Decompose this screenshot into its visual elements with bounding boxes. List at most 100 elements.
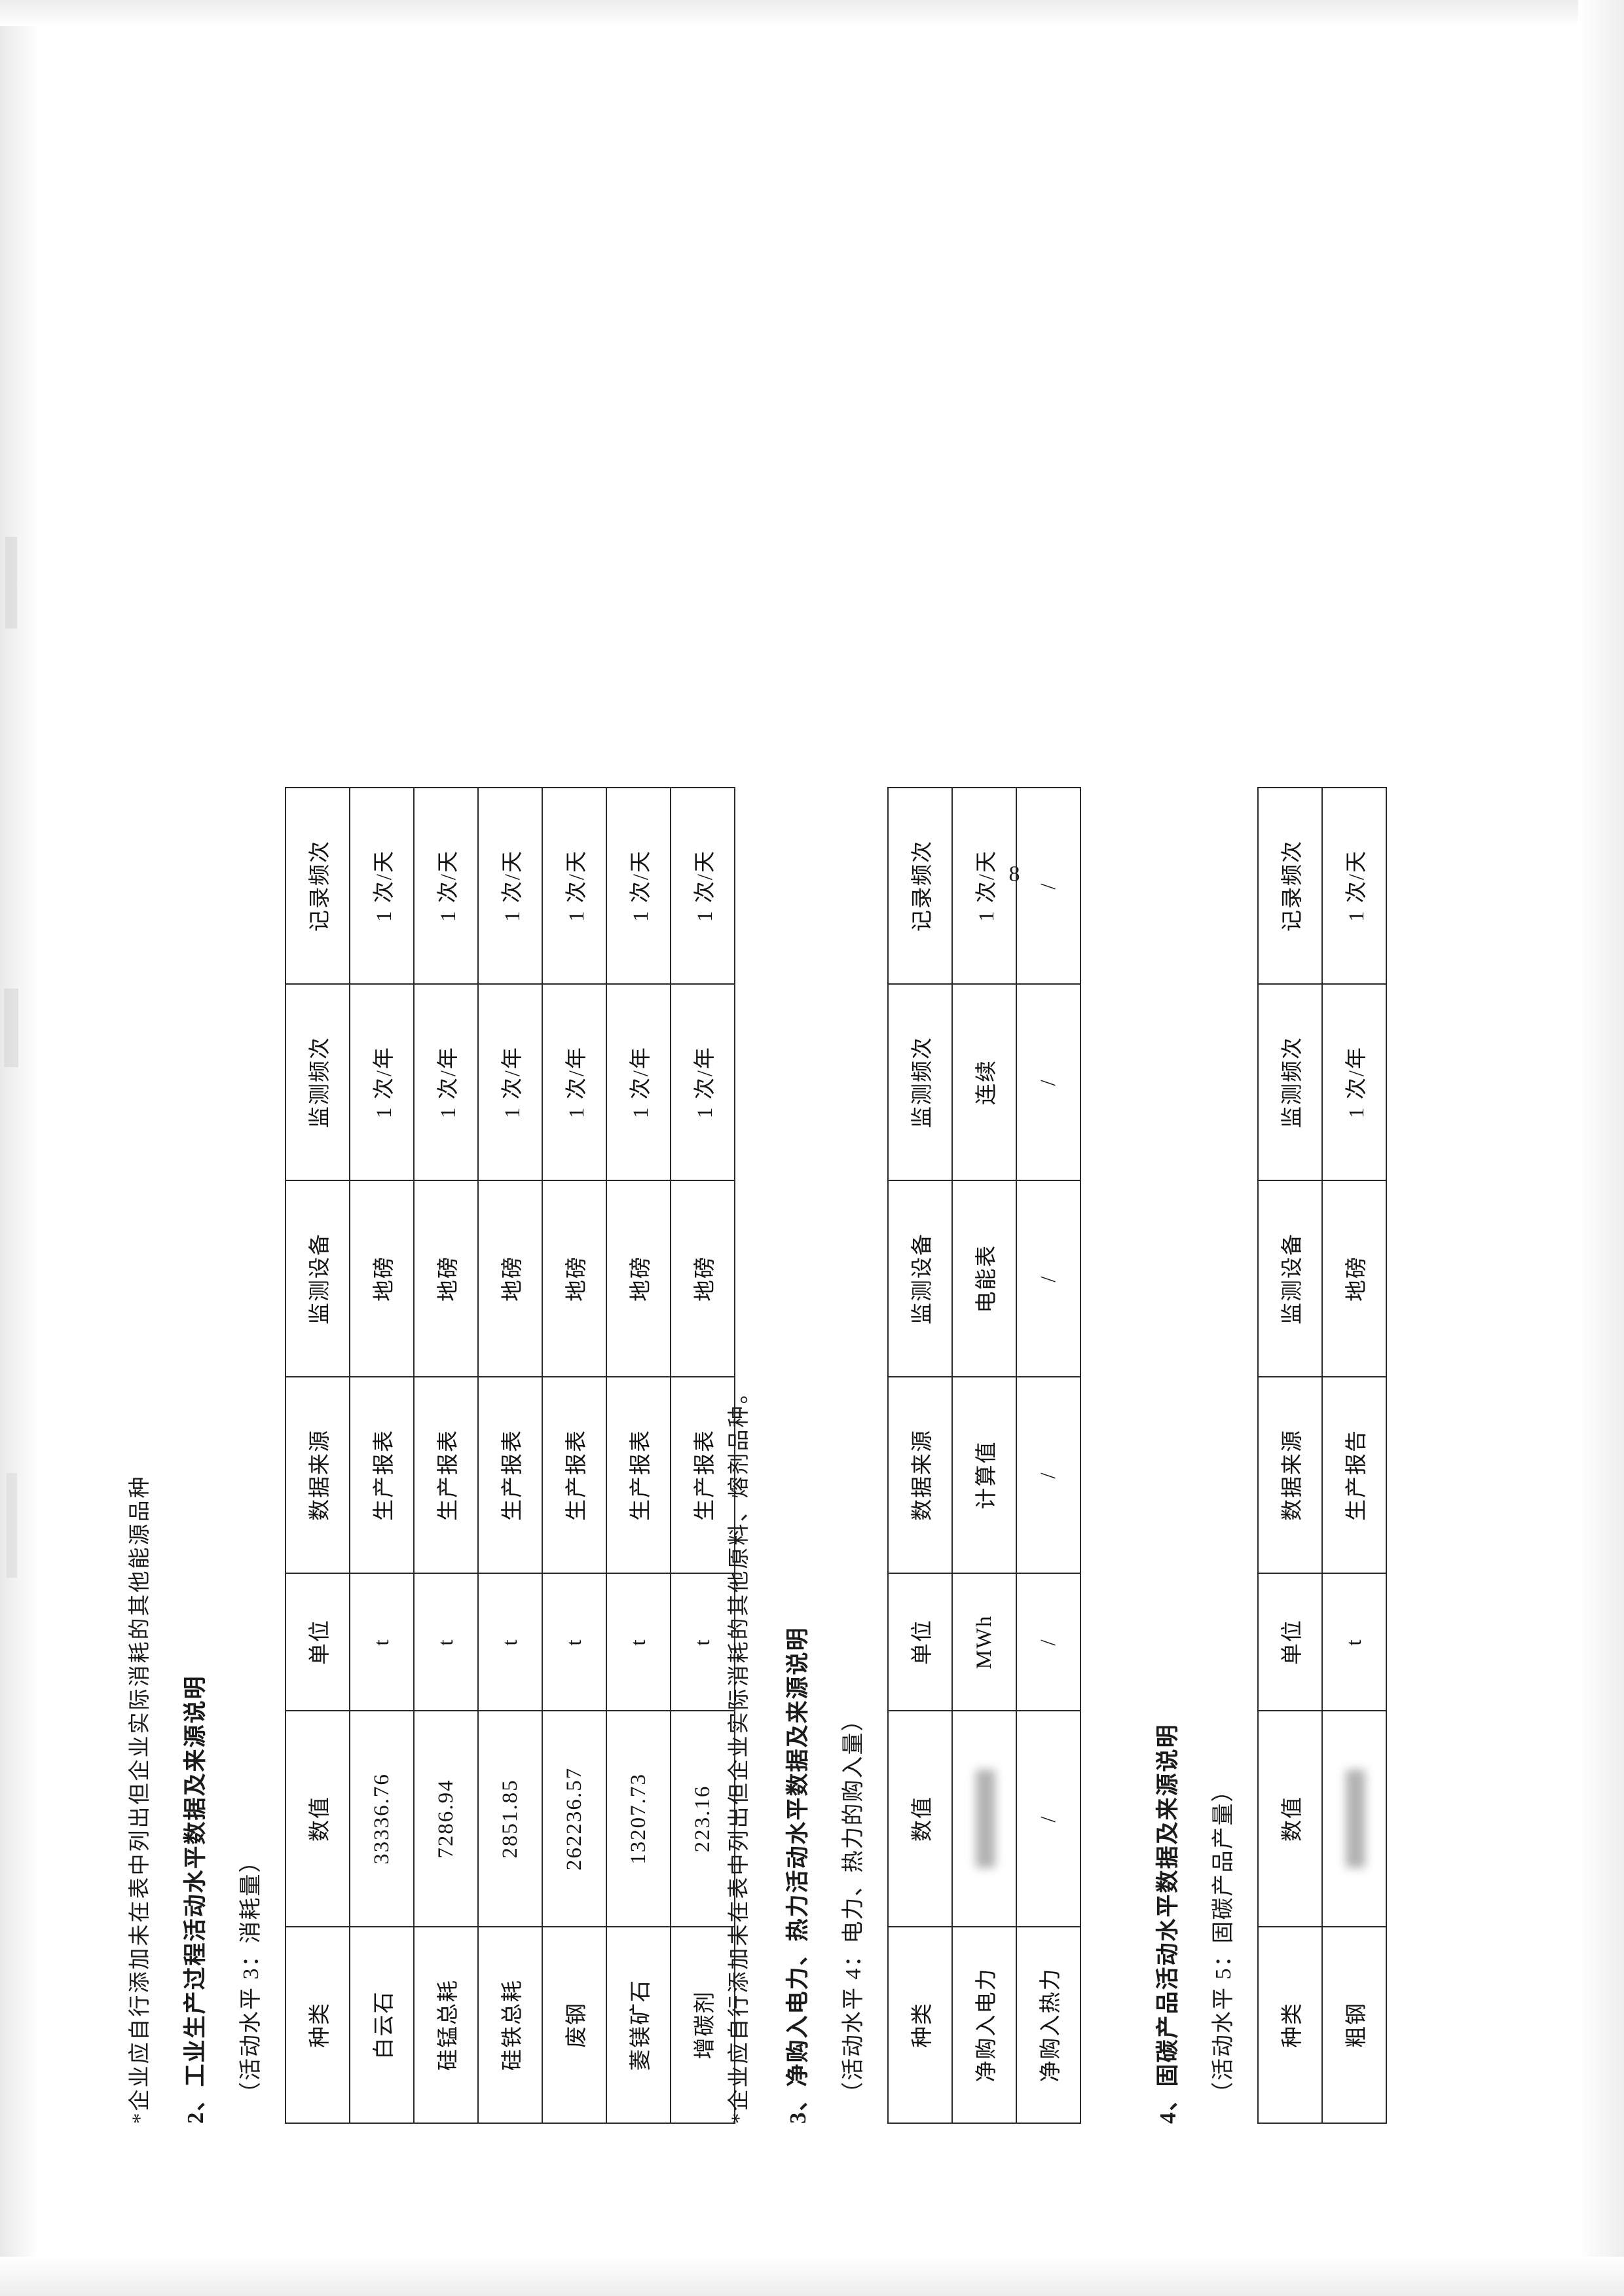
col-header-record-freq: 记录频次 (888, 787, 952, 984)
activity-level-5-table: 种类 数值 单位 数据来源 监测设备 监测频次 记录频次 粗钢 (1257, 786, 1387, 2124)
cell-unit: t (1322, 1573, 1386, 1711)
cell-record-freq: 1 次/天 (1322, 787, 1386, 984)
table-row: 废钢 262236.57 t 生产报表 地磅 1 次/年 1 次/天 (542, 787, 606, 2123)
col-header-device: 监测设备 (1258, 1180, 1322, 1377)
table-header-row: 种类 数值 单位 数据来源 监测设备 监测频次 记录频次 (1258, 787, 1322, 2123)
redaction-mask (1345, 1769, 1365, 1868)
cell-unit: t (606, 1573, 671, 1711)
cell-device: 地磅 (478, 1180, 542, 1377)
cell-device: 地磅 (1322, 1180, 1386, 1377)
redaction-mask (975, 1769, 995, 1868)
cell-source: 生产报表 (350, 1376, 414, 1573)
col-header-device: 监测设备 (286, 1180, 350, 1377)
cell-type: 粗钢 (1322, 1926, 1386, 2123)
cell-type: 硅铁总耗 (478, 1926, 542, 2123)
cell-source: / (1016, 1376, 1080, 1573)
col-header-monitor-freq: 监测频次 (888, 983, 952, 1180)
cell-record-freq: 1 次/天 (671, 787, 735, 984)
cell-unit: t (350, 1573, 414, 1711)
section-3-heading: 3、净购入电力、热力活动水平数据及来源说明 (785, 1626, 811, 2124)
cell-device: 电能表 (952, 1180, 1016, 1377)
cell-value: 2851.85 (478, 1710, 542, 1927)
cell-monitor-freq: 1 次/年 (542, 983, 606, 1180)
cell-record-freq: 1 次/天 (414, 787, 478, 984)
col-header-type: 种类 (1258, 1926, 1322, 2123)
cell-value: 7286.94 (414, 1710, 478, 1927)
cell-unit: t (478, 1573, 542, 1711)
cell-value: / (1016, 1710, 1080, 1927)
activity-level-4-table: 种类 数值 单位 数据来源 监测设备 监测频次 记录频次 净购入 (887, 786, 1081, 2124)
cell-type: 净购入热力 (1016, 1926, 1080, 2123)
table-row: 净购入热力 / / / / / / (1016, 787, 1080, 2123)
document-body: *企业应自行添加未在表中列出但企业实际消耗的其他能源品种 2、工业生产过程活动水… (98, 107, 1526, 2189)
cell-value-redacted (952, 1710, 1016, 1927)
col-header-source: 数据来源 (1258, 1376, 1322, 1573)
cell-record-freq: 1 次/天 (542, 787, 606, 984)
cell-record-freq: / (1016, 787, 1080, 984)
cell-source: 生产报表 (478, 1376, 542, 1573)
cell-type: 白云石 (350, 1926, 414, 2123)
col-header-source: 数据来源 (286, 1376, 350, 1573)
table-row: 粗钢 t 生产报告 地磅 1 次/年 1 次/天 (1322, 787, 1386, 2123)
section-4-subheading: （活动水平 5：固碳产品产量） (1211, 1778, 1236, 2104)
col-header-type: 种类 (888, 1926, 952, 2123)
cell-unit: MWh (952, 1573, 1016, 1711)
scan-edge-right (1578, 0, 1624, 2296)
cell-monitor-freq: 1 次/年 (1322, 983, 1386, 1180)
scan-edge-bottom (0, 2257, 1624, 2296)
col-header-monitor-freq: 监测频次 (1258, 983, 1322, 1180)
section-4-table-wrap: 种类 数值 单位 数据来源 监测设备 监测频次 记录频次 粗钢 (1257, 786, 1387, 2124)
table-row: 硅锰总耗 7286.94 t 生产报表 地磅 1 次/年 1 次/天 (414, 787, 478, 2123)
cell-type: 菱镁矿石 (606, 1926, 671, 2123)
col-header-record-freq: 记录频次 (286, 787, 350, 984)
cell-type: 净购入电力 (952, 1926, 1016, 2123)
cell-device: 地磅 (350, 1180, 414, 1377)
cell-unit: / (1016, 1573, 1080, 1711)
cell-unit: t (542, 1573, 606, 1711)
cell-monitor-freq: 1 次/年 (606, 983, 671, 1180)
cell-device: 地磅 (671, 1180, 735, 1377)
section-3-subheading: （活动水平 4：电力、热力的购入量） (841, 1707, 866, 2104)
cell-source: 生产报表 (606, 1376, 671, 1573)
cell-unit: t (414, 1573, 478, 1711)
cell-source: 生产报表 (414, 1376, 478, 1573)
table-row: 菱镁矿石 13207.73 t 生产报表 地磅 1 次/年 1 次/天 (606, 787, 671, 2123)
cell-monitor-freq: 1 次/年 (414, 983, 478, 1180)
table-row: 净购入电力 MWh 计算值 电能表 连续 1 次/天 (952, 787, 1016, 2123)
cell-value-redacted (1322, 1710, 1386, 1927)
scan-artifact (4, 989, 18, 1067)
table-header-row: 种类 数值 单位 数据来源 监测设备 监测频次 记录频次 (286, 787, 350, 2123)
cell-device: 地磅 (606, 1180, 671, 1377)
cell-monitor-freq: 1 次/年 (350, 983, 414, 1180)
table-row: 白云石 33336.76 t 生产报表 地磅 1 次/年 1 次/天 (350, 787, 414, 2123)
cell-source: 计算值 (952, 1376, 1016, 1573)
section-2-table-wrap: 种类 数值 单位 数据来源 监测设备 监测频次 记录频次 白云石 (285, 786, 735, 2124)
cell-record-freq: 1 次/天 (606, 787, 671, 984)
cell-record-freq: 1 次/天 (350, 787, 414, 984)
cell-monitor-freq: / (1016, 983, 1080, 1180)
col-header-unit: 单位 (888, 1573, 952, 1711)
cell-value: 33336.76 (350, 1710, 414, 1927)
section-4-heading: 4、固碳产品活动水平数据及来源说明 (1155, 1722, 1181, 2124)
col-header-type: 种类 (286, 1926, 350, 2123)
section-2-heading: 2、工业生产过程活动水平数据及来源说明 (183, 1674, 208, 2124)
cell-source: 生产报表 (542, 1376, 606, 1573)
col-header-value: 数值 (1258, 1710, 1322, 1927)
col-header-value: 数值 (888, 1710, 952, 1927)
cell-device: / (1016, 1180, 1080, 1377)
col-header-source: 数据来源 (888, 1376, 952, 1573)
table-header-row: 种类 数值 单位 数据来源 监测设备 监测频次 记录频次 (888, 787, 952, 2123)
cell-monitor-freq: 1 次/年 (671, 983, 735, 1180)
page-number: 8 (1008, 862, 1020, 886)
cell-type: 废钢 (542, 1926, 606, 2123)
cell-monitor-freq: 1 次/年 (478, 983, 542, 1180)
cell-record-freq: 1 次/天 (478, 787, 542, 984)
cell-source: 生产报告 (1322, 1376, 1386, 1573)
scan-artifact (5, 537, 17, 629)
footnote-energy-types: *企业应自行添加未在表中列出但企业实际消耗的其他能源品种 (128, 1474, 152, 2124)
col-header-unit: 单位 (286, 1573, 350, 1711)
section-3-table-wrap: 种类 数值 单位 数据来源 监测设备 监测频次 记录频次 净购入 (887, 786, 1081, 2124)
col-header-unit: 单位 (1258, 1573, 1322, 1711)
